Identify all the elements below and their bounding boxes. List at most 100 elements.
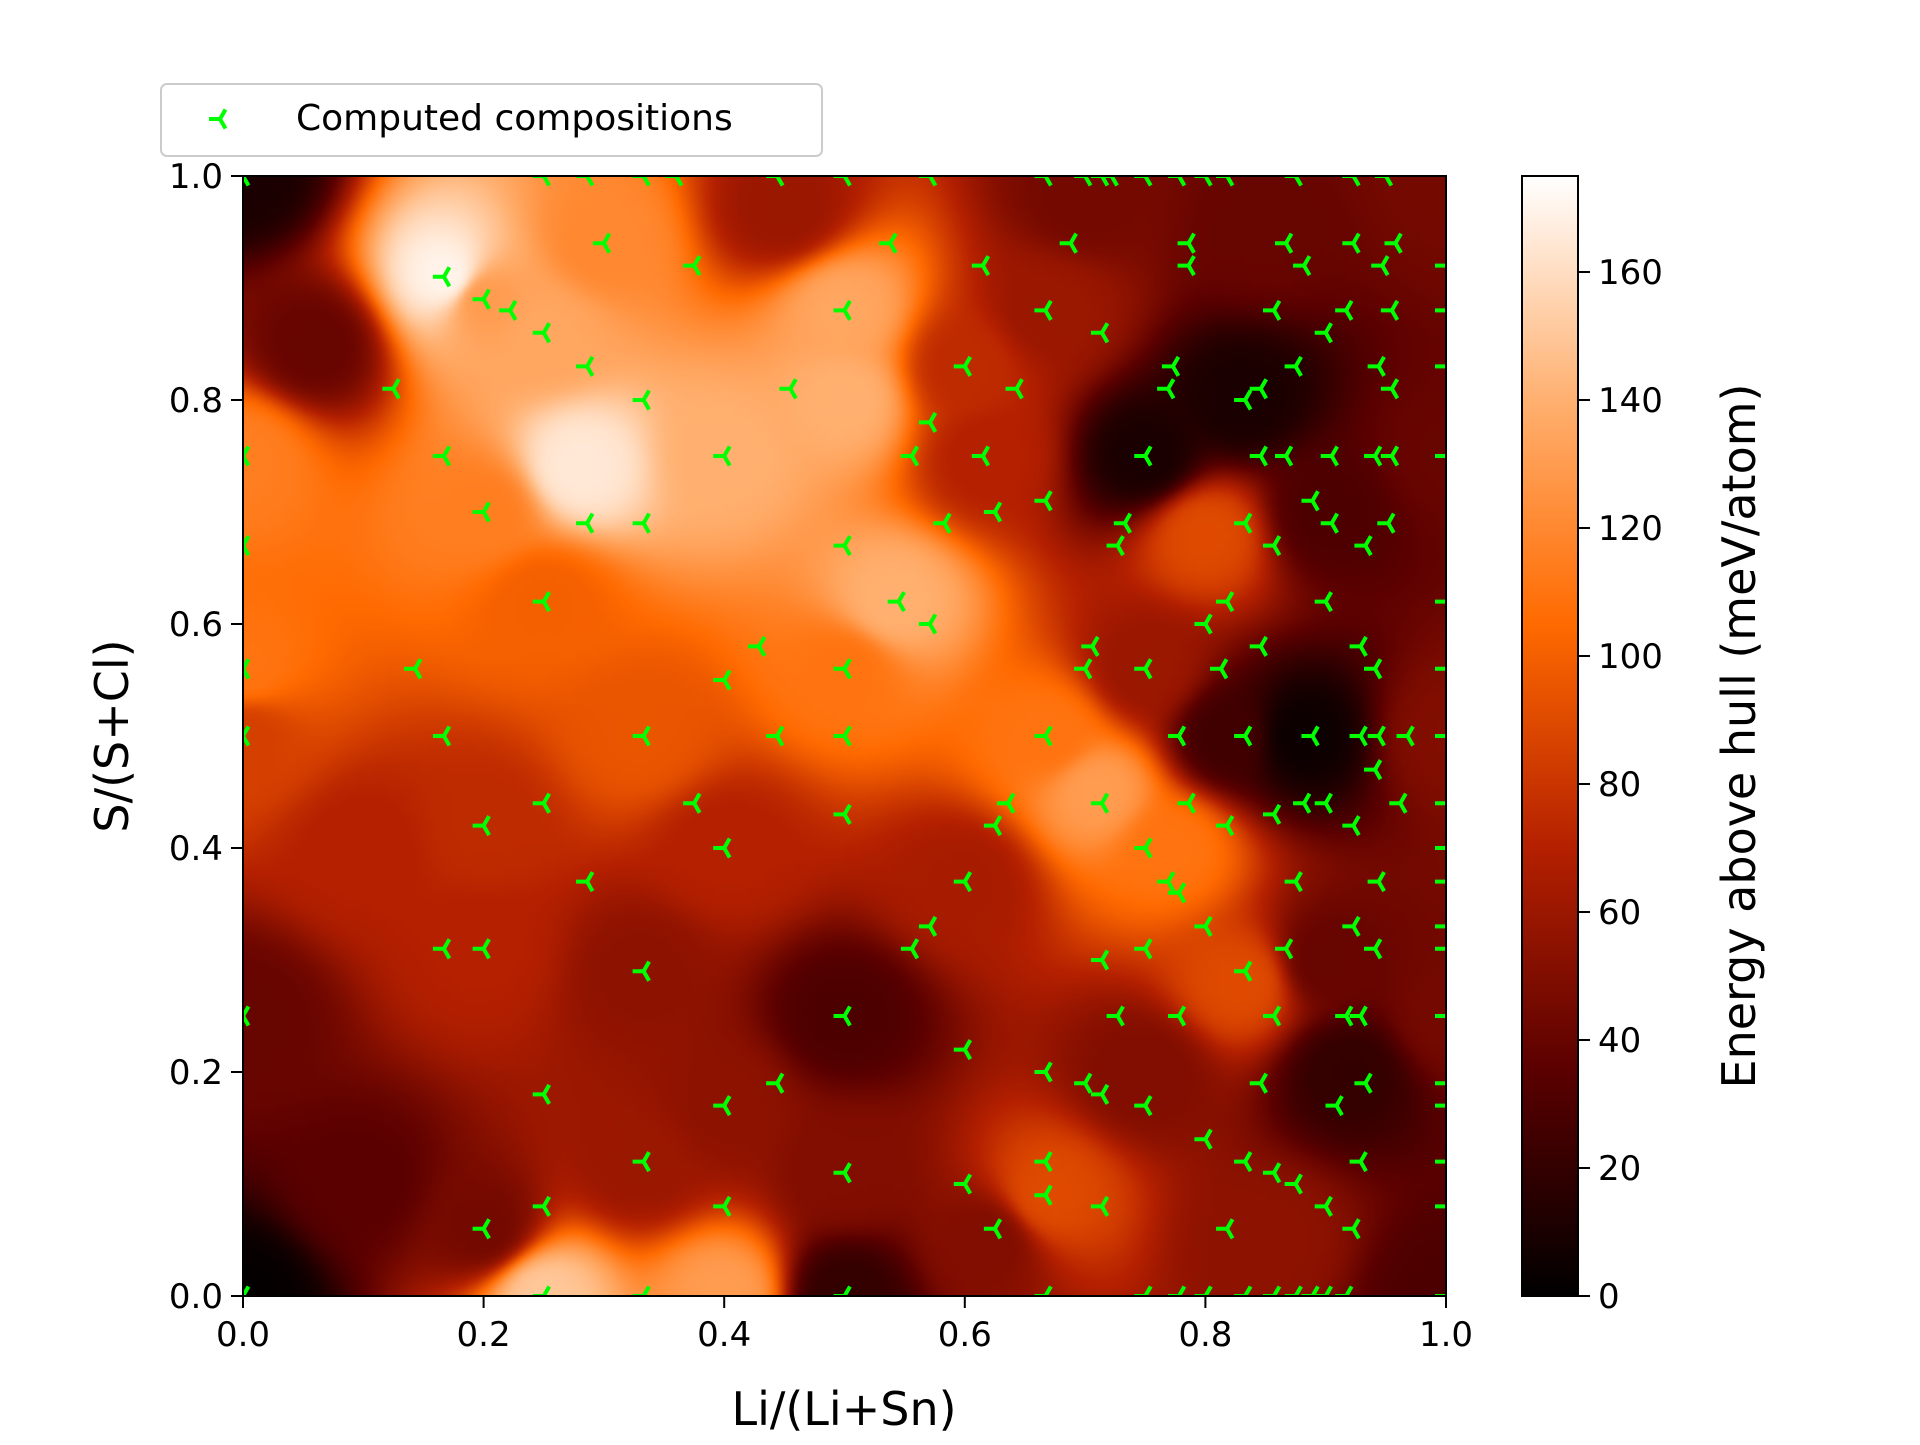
- composition-point: [833, 1285, 852, 1296]
- composition-point: [766, 725, 785, 747]
- composition-point: [1262, 1285, 1282, 1296]
- composition-point: [432, 725, 452, 747]
- composition-point: [953, 871, 973, 893]
- composition-point: [1262, 299, 1282, 321]
- composition-point: [1262, 1162, 1282, 1184]
- composition-point: [1354, 535, 1373, 557]
- composition-point: [1081, 635, 1100, 657]
- composition-point: [1380, 299, 1400, 321]
- composition-point: [713, 1195, 732, 1217]
- composition-point: [1262, 535, 1282, 557]
- colorbar-tick-label: 120: [1598, 509, 1663, 549]
- x-tick-label: 0.4: [697, 1315, 751, 1355]
- composition-point: [833, 803, 852, 825]
- composition-point: [1167, 1005, 1187, 1027]
- composition-point: [1167, 882, 1187, 904]
- composition-point: [1435, 799, 1446, 808]
- composition-point: [1113, 512, 1133, 534]
- composition-point: [833, 299, 852, 321]
- composition-point: [1090, 322, 1110, 344]
- composition-point: [1249, 445, 1268, 467]
- composition-point: [432, 266, 452, 288]
- composition-point: [1157, 871, 1176, 893]
- composition-point: [632, 389, 651, 411]
- colorbar-tick-label: 140: [1598, 381, 1663, 421]
- composition-point: [632, 1151, 651, 1173]
- composition-point: [472, 288, 491, 310]
- composition-point: [1335, 1285, 1354, 1296]
- composition-point: [713, 669, 732, 691]
- composition-point: [1364, 658, 1383, 680]
- y-tick-label: 0.0: [169, 1277, 223, 1317]
- composition-point: [1435, 1202, 1446, 1211]
- composition-point: [1167, 725, 1187, 747]
- composition-point: [879, 232, 898, 254]
- composition-point: [1034, 299, 1053, 321]
- composition-point: [1034, 490, 1053, 512]
- plot-frame: [242, 175, 1447, 1297]
- composition-point: [432, 445, 452, 467]
- composition-point: [833, 176, 852, 187]
- composition-point: [1284, 1173, 1303, 1195]
- composition-point: [1134, 938, 1153, 960]
- colorbar-tick-label: 60: [1598, 893, 1641, 933]
- composition-point: [887, 591, 906, 613]
- x-axis-title: Li/(Li+Sn): [731, 1382, 956, 1436]
- composition-point: [1301, 725, 1320, 747]
- composition-point: [532, 322, 551, 344]
- composition-point: [1435, 1157, 1446, 1166]
- composition-point: [918, 613, 938, 635]
- composition-point: [918, 176, 938, 187]
- composition-point: [1435, 1101, 1446, 1110]
- composition-point: [632, 512, 651, 534]
- composition-point: [683, 255, 702, 277]
- composition-point: [833, 535, 852, 557]
- composition-point: [1234, 725, 1253, 747]
- y-tick-label: 0.6: [169, 605, 223, 645]
- colorbar-tick-label: 160: [1598, 253, 1663, 293]
- composition-point: [404, 658, 423, 680]
- composition-point: [1380, 378, 1400, 400]
- composition-point: [953, 355, 973, 377]
- composition-point: [1249, 378, 1268, 400]
- x-tick-label: 1.0: [1419, 1315, 1473, 1355]
- composition-point: [1275, 938, 1294, 960]
- y-tick-label: 0.2: [169, 1053, 223, 1093]
- composition-point: [1074, 176, 1093, 187]
- composition-point: [632, 960, 651, 982]
- y-tick-label: 0.4: [169, 829, 223, 869]
- composition-point: [1134, 1095, 1153, 1117]
- composition-point: [1216, 591, 1235, 613]
- composition-point: [1090, 792, 1110, 814]
- composition-point: [997, 792, 1016, 814]
- composition-point: [665, 176, 684, 187]
- legend: Computed compositions: [160, 83, 823, 157]
- composition-point: [1364, 938, 1383, 960]
- legend-marker-icon: [209, 108, 228, 130]
- composition-point: [1284, 871, 1303, 893]
- scatter-markers: [243, 176, 1446, 1296]
- composition-point: [1349, 725, 1368, 747]
- composition-point: [1177, 792, 1196, 814]
- y-tick-label: 0.8: [169, 381, 223, 421]
- x-tick-label: 0.8: [1178, 1315, 1232, 1355]
- composition-point: [1320, 512, 1339, 534]
- composition-point: [971, 445, 991, 467]
- composition-point: [576, 355, 595, 377]
- composition-point: [1342, 176, 1361, 187]
- x-tick-label: 0.2: [457, 1315, 511, 1355]
- composition-point: [1293, 792, 1312, 814]
- composition-point: [900, 938, 920, 960]
- composition-point: [1301, 1285, 1320, 1296]
- composition-point: [1249, 635, 1268, 657]
- composition-point: [1314, 322, 1333, 344]
- composition-point: [918, 411, 938, 433]
- composition-point: [983, 501, 1003, 523]
- composition-point: [1354, 1072, 1373, 1094]
- composition-point: [1435, 1079, 1446, 1088]
- composition-point: [1034, 725, 1053, 747]
- composition-point: [1314, 1195, 1333, 1217]
- composition-point: [1216, 815, 1235, 837]
- colorbar-tick-label: 80: [1598, 765, 1641, 805]
